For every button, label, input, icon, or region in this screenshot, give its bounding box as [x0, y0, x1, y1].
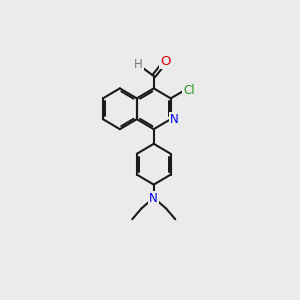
- Text: H: H: [134, 58, 143, 71]
- Text: O: O: [160, 55, 171, 68]
- Text: N: N: [149, 192, 158, 205]
- Text: N: N: [170, 113, 179, 126]
- Text: Cl: Cl: [183, 84, 195, 97]
